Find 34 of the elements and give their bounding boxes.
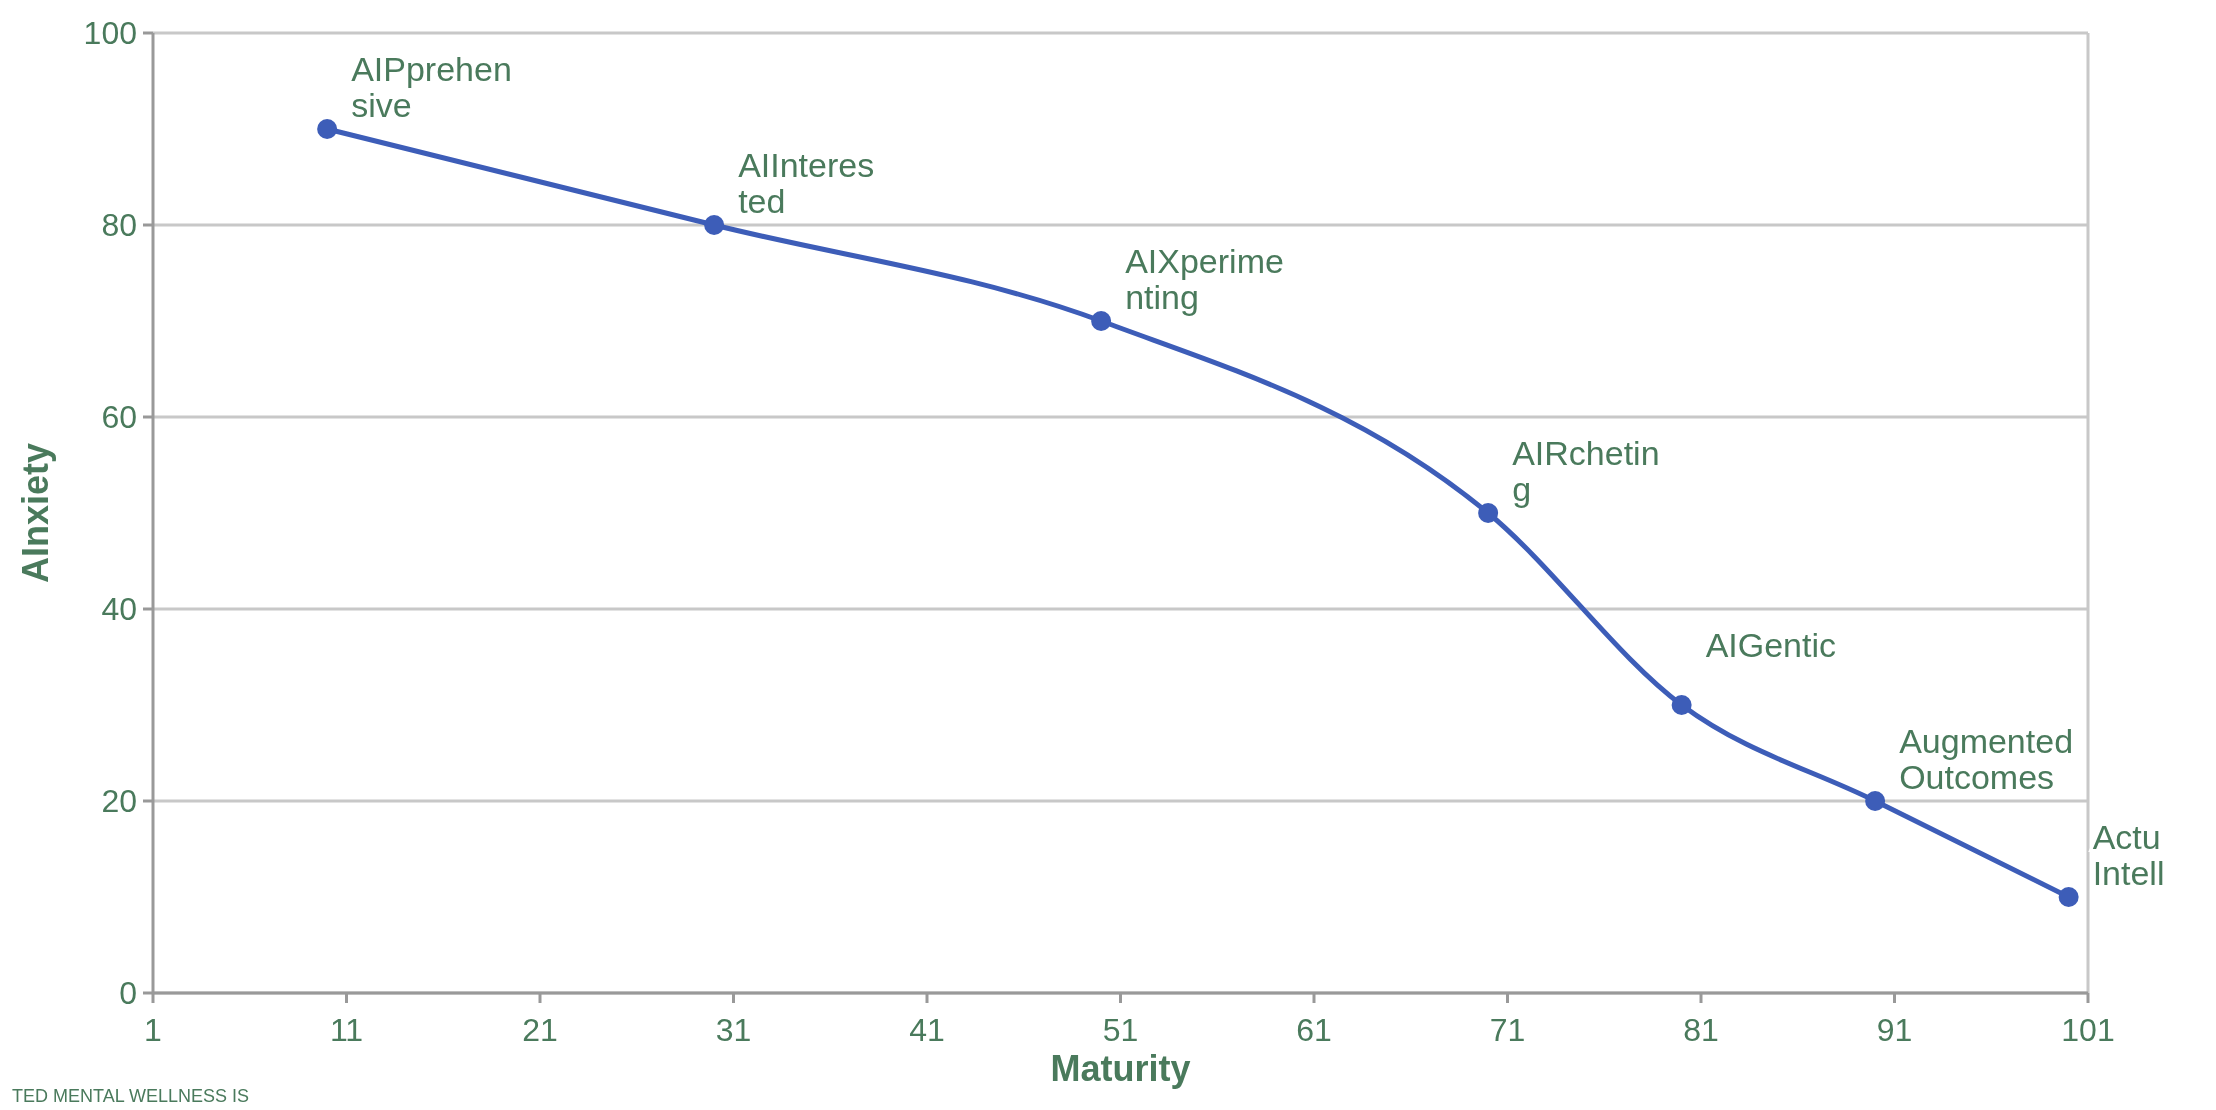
annotation: Augmented Outcomes [1899, 722, 2074, 796]
point [2058, 887, 2079, 907]
point [1671, 695, 1692, 715]
text: TED MENTAL WELLNESS IS [12, 1086, 250, 1106]
x-tick-label: 91 [1876, 1012, 1913, 1048]
y-tick-label: 40 [101, 591, 137, 628]
y-tick-label: 100 [83, 15, 137, 52]
x-tick-label: 11 [329, 1012, 364, 1048]
y-tick-label: 20 [101, 783, 137, 820]
point [1091, 311, 1112, 331]
annotation: AIInterested [738, 146, 875, 220]
x-axis-title: Maturity [1050, 1048, 1191, 1089]
point [317, 119, 338, 139]
x-tick-label: 41 [909, 1012, 945, 1048]
x-tick-label: 31 [715, 1012, 752, 1048]
y-axis-title: AInxiety [15, 442, 56, 584]
point [704, 215, 725, 235]
x-tick-label: 101 [2061, 1012, 2115, 1048]
x-tick-label: 81 [1683, 1012, 1719, 1048]
x-tick-label: 21 [522, 1012, 558, 1048]
point [1478, 503, 1499, 523]
x-tick-label: 71 [1489, 1012, 1526, 1048]
x-tick-label: 1 [144, 1012, 162, 1048]
annotation: AIPprehensive [351, 50, 512, 124]
annotation: AIRcheting [1512, 434, 1660, 508]
annotation: AIGentic [1705, 626, 1837, 664]
y-tick-label: 0 [119, 975, 137, 1012]
x-tick-label: 51 [1102, 1012, 1139, 1048]
x-tick-label: 61 [1296, 1012, 1332, 1048]
annotation: Actu Intell [2092, 818, 2165, 892]
point [1865, 791, 1886, 811]
annotation: AIXperimenting [1125, 242, 1284, 316]
y-tick-label: 60 [101, 399, 137, 436]
y-tick-label: 80 [101, 207, 137, 244]
